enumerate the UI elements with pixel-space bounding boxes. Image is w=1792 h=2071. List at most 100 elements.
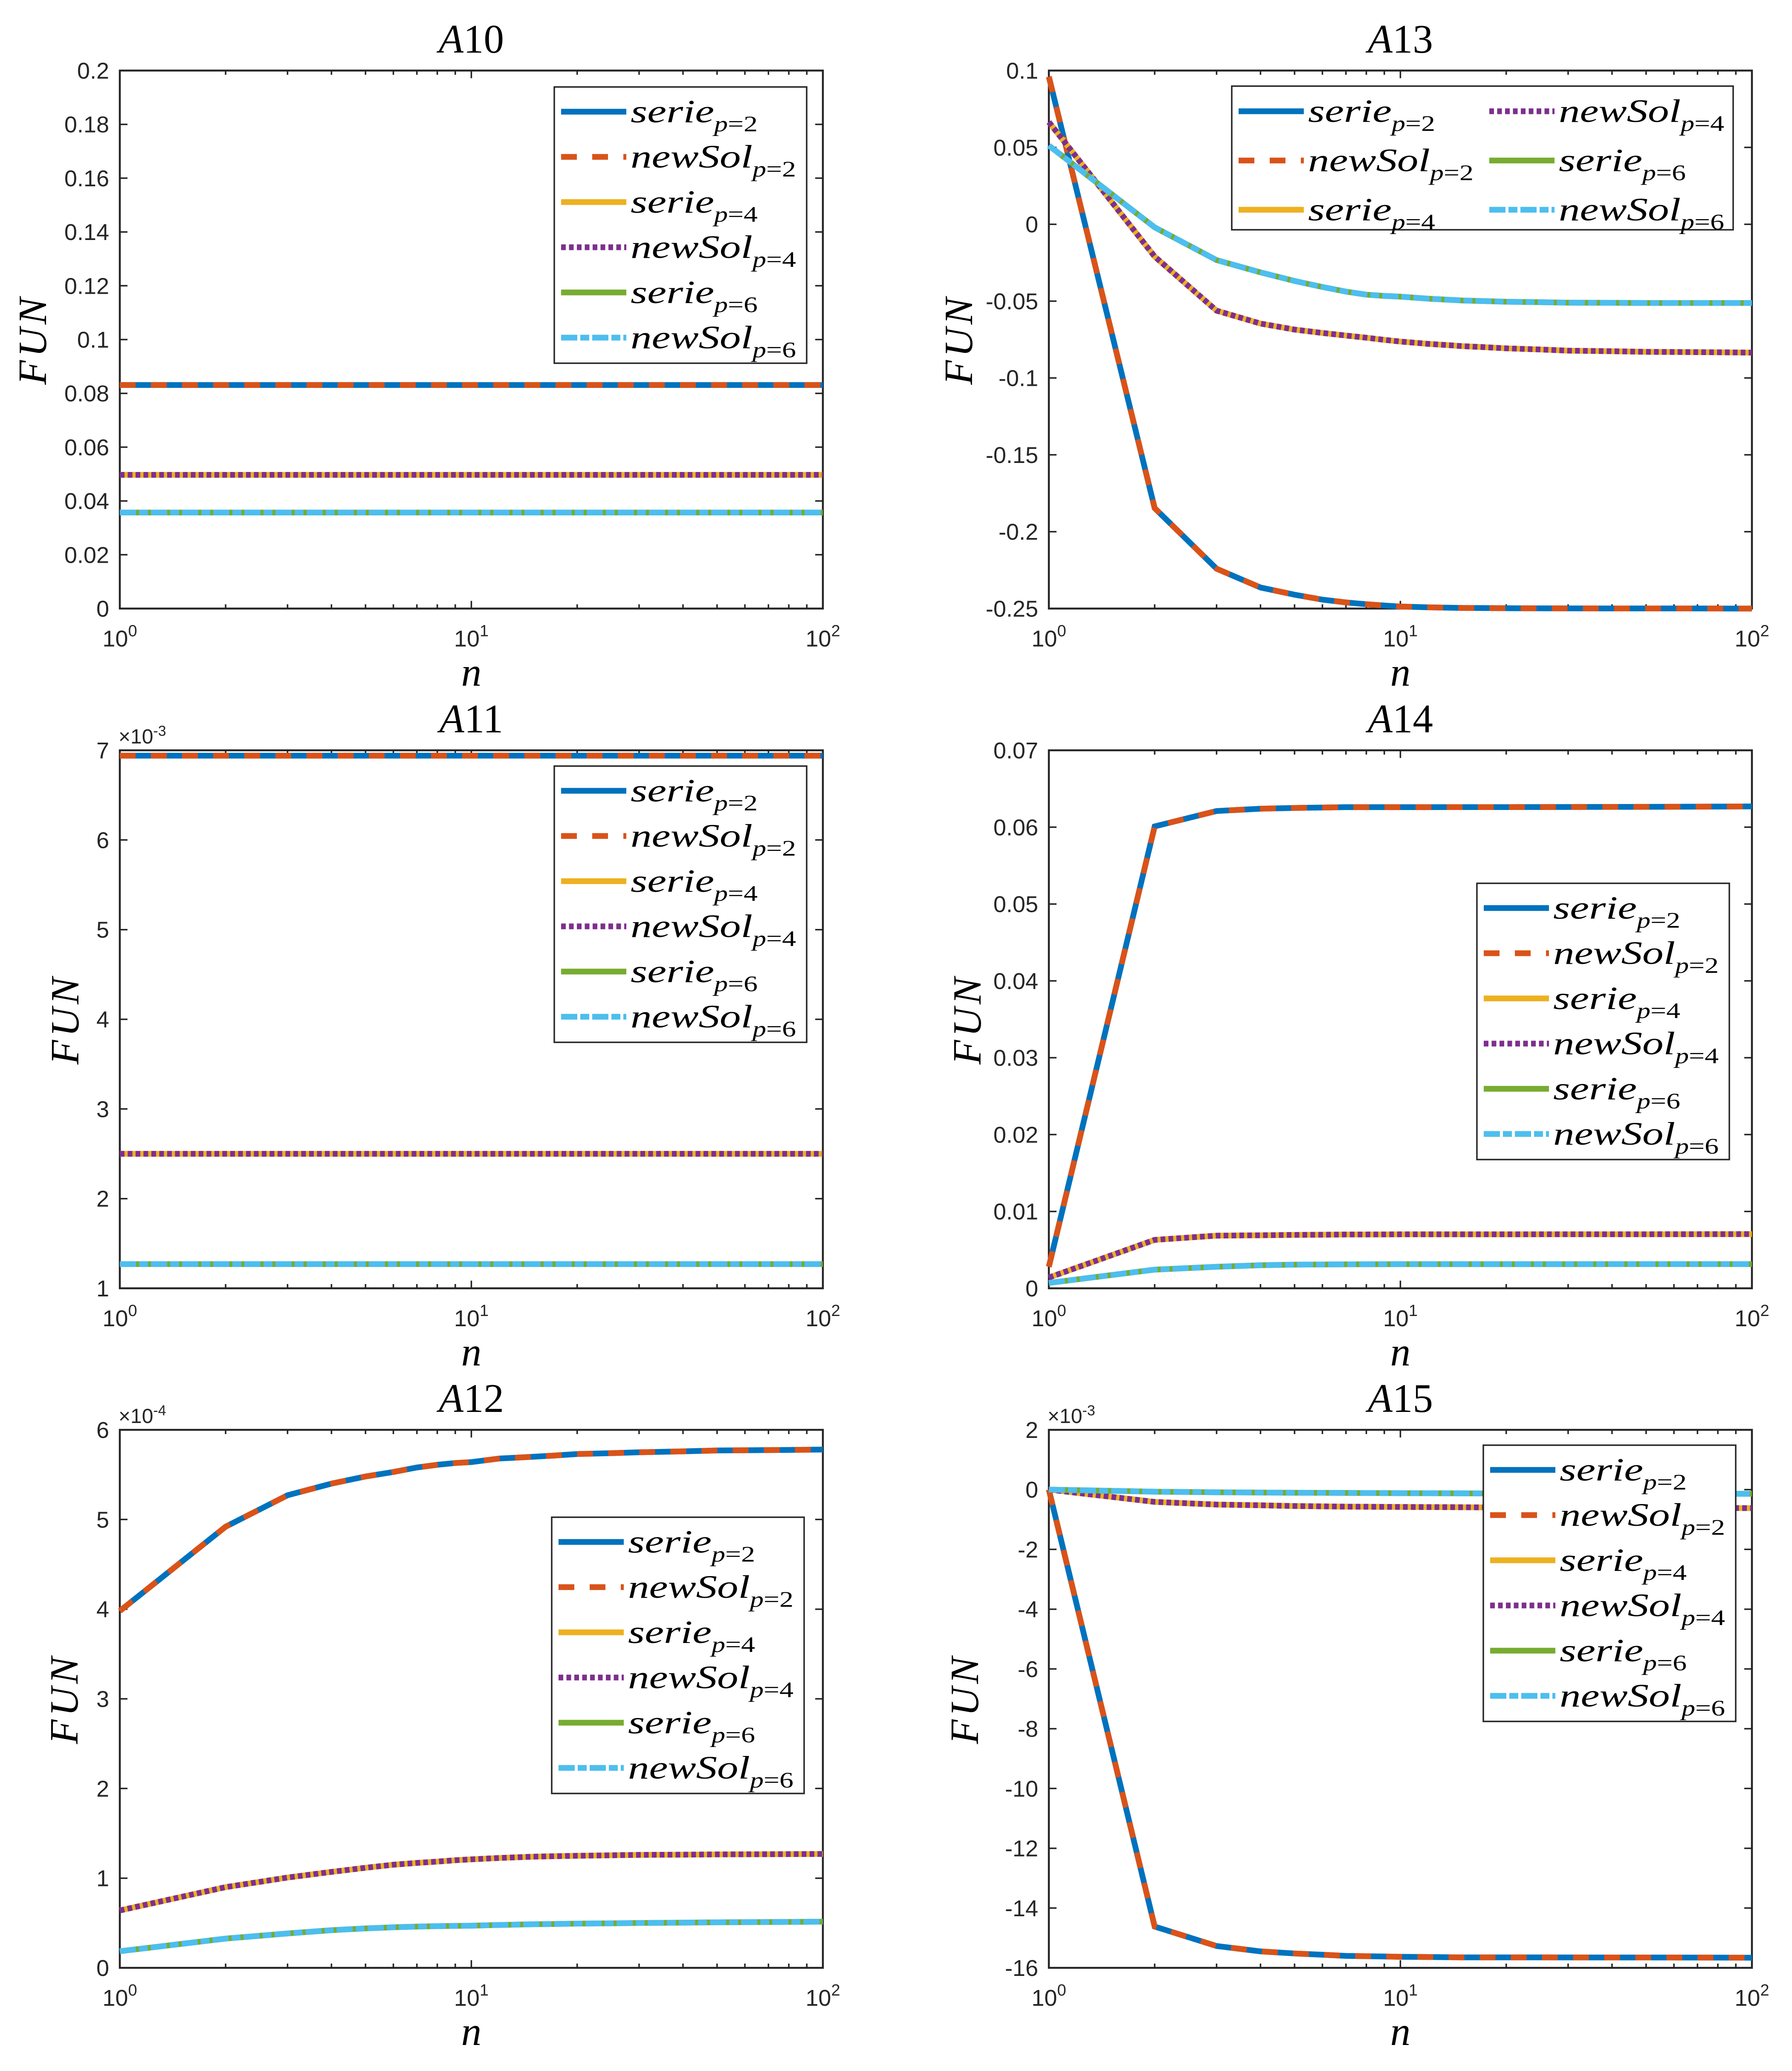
svg-text:seriep=2: seriep=2: [1560, 1452, 1687, 1495]
svg-text:seriep=6: seriep=6: [631, 954, 758, 996]
svg-text:seriep=4: seriep=4: [628, 1614, 755, 1657]
svg-text:n: n: [461, 650, 482, 695]
svg-text:-14: -14: [1005, 1896, 1038, 1921]
svg-text:n: n: [1390, 2009, 1411, 2054]
svg-text:newSolp=2: newSolp=2: [1553, 935, 1719, 978]
svg-text:seriep=6: seriep=6: [631, 275, 758, 317]
svg-text:seriep=6: seriep=6: [1553, 1071, 1680, 1114]
svg-text:-0.25: -0.25: [986, 596, 1038, 622]
svg-text:0: 0: [96, 596, 109, 622]
svg-text:n: n: [461, 1329, 482, 1374]
svg-text:seriep=2: seriep=2: [1308, 93, 1435, 136]
svg-text:100: 100: [1031, 1302, 1066, 1331]
svg-text:seriep=6: seriep=6: [1560, 1633, 1687, 1675]
svg-text:seriep=6: seriep=6: [1559, 143, 1686, 185]
svg-text:seriep=4: seriep=4: [1553, 981, 1680, 1023]
svg-text:-6: -6: [1018, 1657, 1038, 1682]
svg-text:2: 2: [96, 1776, 109, 1802]
svg-text:A13: A13: [1365, 17, 1433, 62]
svg-text:-16: -16: [1005, 1955, 1038, 1981]
svg-text:0.14: 0.14: [64, 220, 109, 245]
svg-text:n: n: [1390, 650, 1411, 695]
svg-text:seriep=4: seriep=4: [631, 863, 758, 906]
svg-text:4: 4: [96, 1007, 109, 1033]
svg-text:A12: A12: [436, 1376, 504, 1421]
svg-text:7: 7: [96, 738, 109, 764]
svg-text:6: 6: [96, 1417, 109, 1443]
svg-text:0.04: 0.04: [993, 969, 1038, 994]
svg-text:newSolp=2: newSolp=2: [1308, 143, 1474, 185]
svg-text:newSolp=4: newSolp=4: [1553, 1026, 1719, 1068]
svg-text:-0.2: -0.2: [999, 519, 1038, 545]
svg-text:FUN: FUN: [43, 974, 87, 1065]
svg-text:1: 1: [96, 1276, 109, 1302]
svg-text:A14: A14: [1365, 696, 1433, 741]
svg-text:4: 4: [96, 1597, 109, 1623]
svg-text:0: 0: [96, 1955, 109, 1981]
svg-text:2: 2: [1025, 1417, 1038, 1443]
svg-text:FUN: FUN: [943, 1654, 987, 1744]
svg-text:seriep=2: seriep=2: [628, 1524, 755, 1567]
svg-text:0.1: 0.1: [1006, 58, 1038, 84]
svg-text:-0.1: -0.1: [999, 366, 1038, 391]
svg-text:FUN: FUN: [42, 1654, 87, 1744]
svg-text:0.07: 0.07: [993, 738, 1038, 764]
svg-text:-12: -12: [1005, 1836, 1038, 1862]
svg-text:newSolp=2: newSolp=2: [631, 139, 796, 182]
svg-text:0.18: 0.18: [64, 112, 109, 138]
svg-text:seriep=2: seriep=2: [631, 773, 758, 816]
svg-text:0.05: 0.05: [993, 892, 1038, 917]
svg-text:newSolp=6: newSolp=6: [631, 999, 796, 1041]
svg-text:0.1: 0.1: [77, 327, 109, 353]
svg-text:0.2: 0.2: [77, 58, 109, 84]
svg-text:seriep=4: seriep=4: [1560, 1542, 1687, 1585]
svg-text:newSolp=4: newSolp=4: [631, 908, 796, 951]
svg-text:FUN: FUN: [945, 974, 990, 1065]
svg-text:0.06: 0.06: [64, 435, 109, 460]
svg-text:seriep=6: seriep=6: [628, 1705, 755, 1747]
svg-text:A15: A15: [1365, 1376, 1433, 1421]
svg-text:-2: -2: [1018, 1537, 1038, 1562]
svg-text:newSolp=4: newSolp=4: [631, 229, 796, 272]
svg-text:5: 5: [96, 917, 109, 943]
svg-text:-8: -8: [1018, 1716, 1038, 1742]
svg-text:-4: -4: [1018, 1597, 1038, 1623]
svg-text:102: 102: [1734, 1302, 1769, 1331]
svg-text:newSolp=6: newSolp=6: [1559, 192, 1724, 234]
svg-text:newSolp=2: newSolp=2: [1560, 1497, 1725, 1540]
svg-text:newSolp=4: newSolp=4: [1559, 93, 1724, 136]
svg-text:newSolp=6: newSolp=6: [631, 320, 796, 362]
svg-text:5: 5: [96, 1507, 109, 1533]
svg-text:3: 3: [96, 1686, 109, 1712]
svg-text:101: 101: [454, 1302, 489, 1331]
svg-text:0.08: 0.08: [64, 381, 109, 407]
svg-text:0.02: 0.02: [64, 542, 109, 568]
svg-text:newSolp=4: newSolp=4: [1560, 1588, 1725, 1630]
svg-text:3: 3: [96, 1096, 109, 1122]
svg-text:n: n: [461, 2009, 482, 2054]
svg-text:0.01: 0.01: [993, 1199, 1038, 1225]
svg-text:seriep=4: seriep=4: [1308, 192, 1435, 234]
svg-text:0: 0: [1025, 212, 1038, 237]
svg-text:seriep=4: seriep=4: [631, 184, 758, 227]
svg-text:A10: A10: [436, 17, 504, 62]
svg-text:0.04: 0.04: [64, 489, 109, 514]
svg-text:1: 1: [96, 1866, 109, 1892]
svg-text:newSolp=6: newSolp=6: [628, 1750, 793, 1793]
svg-text:0.02: 0.02: [993, 1122, 1038, 1148]
svg-text:FUN: FUN: [937, 295, 981, 385]
svg-text:FUN: FUN: [11, 295, 55, 385]
svg-text:newSolp=2: newSolp=2: [631, 818, 796, 861]
svg-text:0.06: 0.06: [993, 815, 1038, 840]
svg-text:A11: A11: [437, 696, 504, 741]
svg-text:0.12: 0.12: [64, 273, 109, 299]
svg-text:0.05: 0.05: [993, 135, 1038, 161]
svg-text:newSolp=4: newSolp=4: [628, 1660, 793, 1702]
svg-text:-0.15: -0.15: [986, 443, 1038, 468]
svg-text:6: 6: [96, 827, 109, 853]
svg-text:×10-3: ×10-3: [119, 723, 166, 748]
svg-text:101: 101: [1383, 622, 1418, 652]
svg-text:n: n: [1390, 1329, 1411, 1374]
svg-text:seriep=2: seriep=2: [1553, 890, 1680, 933]
svg-text:-0.05: -0.05: [986, 289, 1038, 314]
